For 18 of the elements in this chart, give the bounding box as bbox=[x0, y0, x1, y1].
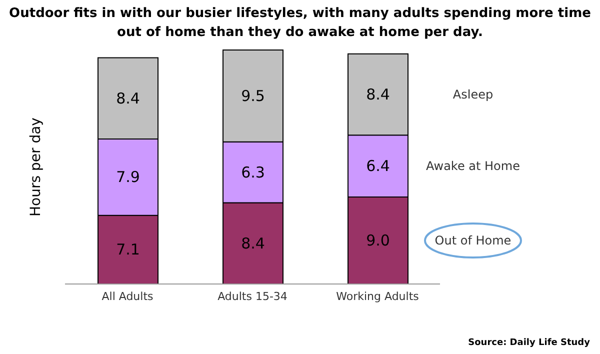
source-note: Source: Daily Life Study bbox=[468, 338, 590, 348]
x-tick-label: Adults 15-34 bbox=[218, 290, 288, 303]
data-label: 7.9 bbox=[116, 168, 140, 186]
data-label: 7.1 bbox=[116, 240, 140, 259]
data-label: 9.0 bbox=[366, 231, 390, 250]
data-label: 8.4 bbox=[366, 85, 390, 104]
data-label: 8.4 bbox=[241, 234, 265, 252]
series-label: Awake at Home bbox=[426, 159, 520, 174]
data-label: 9.5 bbox=[241, 86, 265, 105]
data-label: 6.4 bbox=[366, 157, 390, 176]
chart-title: Outdoor fits in with our busier lifestyles, with many adults spending more time out of home than they do awake at home per day. bbox=[8, 5, 592, 42]
x-tick-label: Working Adults bbox=[336, 290, 420, 303]
data-label: 8.4 bbox=[116, 89, 140, 108]
text: Out of Home bbox=[434, 233, 512, 248]
y-axis-title: Hours per day bbox=[28, 118, 44, 216]
data-label: 6.3 bbox=[241, 163, 265, 182]
text: Asleep bbox=[452, 87, 494, 102]
x-tick-label: All Adults bbox=[102, 290, 154, 303]
